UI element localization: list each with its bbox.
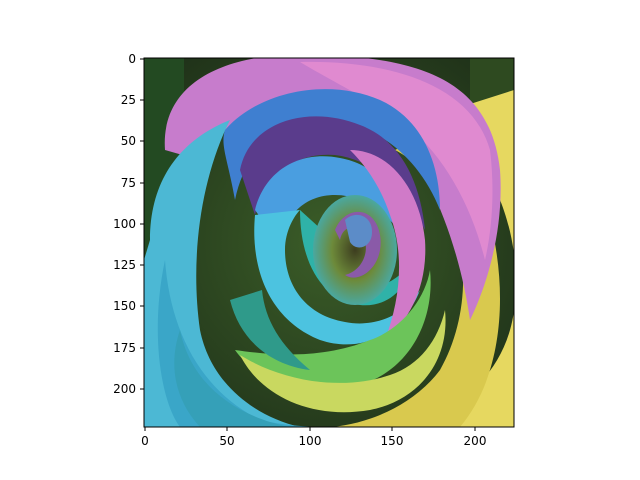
y-tick-label: 25 (121, 93, 136, 107)
y-tick-label: 0 (128, 52, 136, 66)
x-axis: 0 50 100 150 200 (141, 427, 486, 448)
y-tick-label: 75 (121, 176, 136, 190)
x-tick-label: 200 (464, 434, 487, 448)
y-tick-label: 50 (121, 134, 136, 148)
axes-frame (143, 57, 515, 428)
y-axis: 0 25 50 75 100 125 150 175 200 (113, 52, 144, 396)
x-tick-label: 100 (299, 434, 322, 448)
y-tick-label: 150 (113, 299, 136, 313)
y-tick-label: 100 (113, 217, 136, 231)
rose-image (144, 58, 514, 427)
x-tick-label: 50 (219, 434, 234, 448)
x-tick-label: 0 (141, 434, 149, 448)
y-tick-label: 125 (113, 258, 136, 272)
y-tick-label: 200 (113, 382, 136, 396)
y-tick-label: 175 (113, 341, 136, 355)
x-tick-label: 150 (381, 434, 404, 448)
